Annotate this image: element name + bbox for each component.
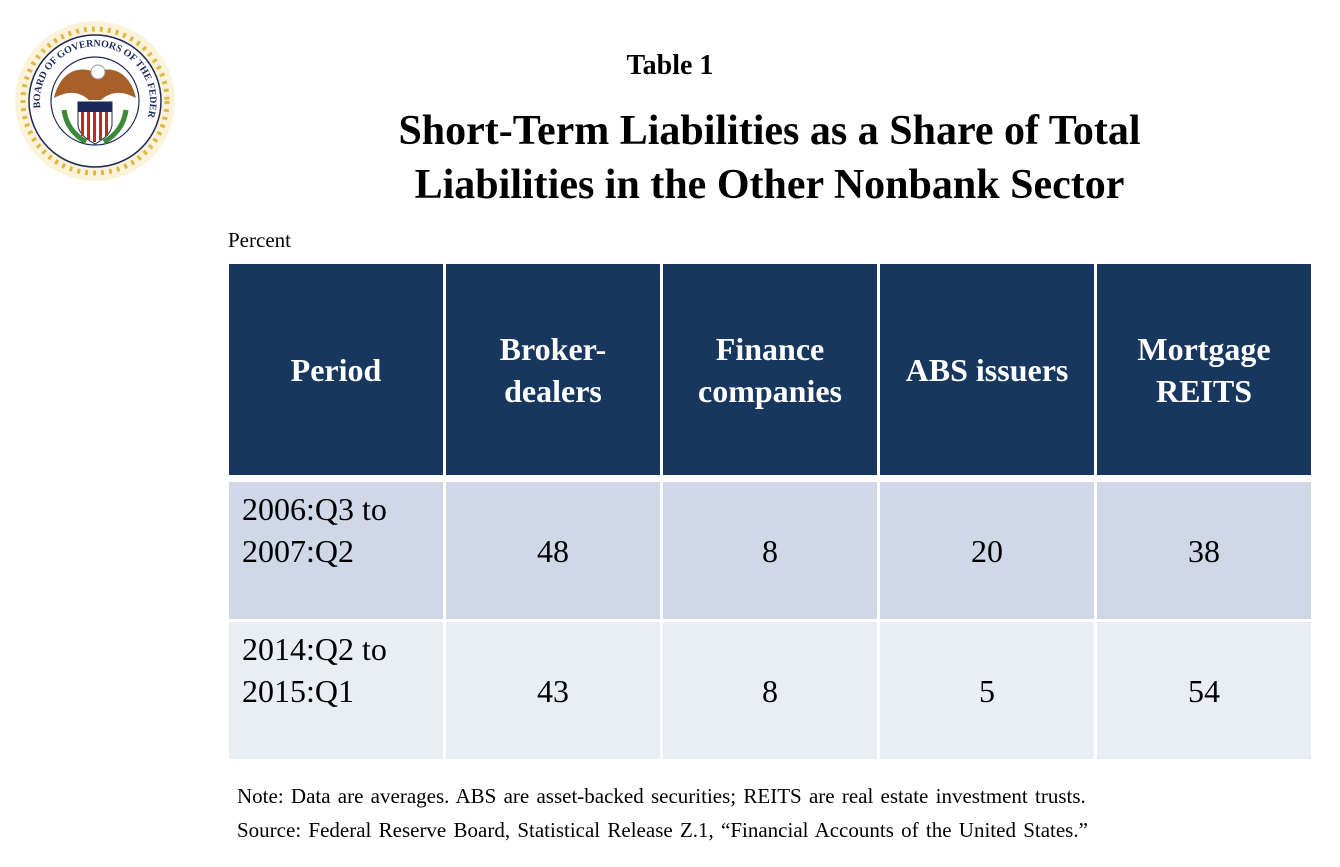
value-cell: 48: [446, 482, 660, 619]
column-header-mortgage-reits: Mortgage REITS: [1097, 264, 1311, 475]
value-cell: 43: [446, 622, 660, 759]
period-cell: 2014:Q2 to 2015:Q1: [229, 622, 443, 759]
header-text: REITS: [1155, 372, 1253, 409]
header-text: ABS issuers: [905, 351, 1069, 388]
value-cell: 54: [1097, 622, 1311, 759]
header-text: companies: [698, 372, 842, 409]
data-table: Period Broker-dealers Finance companies A…: [226, 261, 1314, 762]
column-header-broker-dealers: Broker-dealers: [446, 264, 660, 475]
header-text: Period: [290, 351, 382, 388]
table-number: Table 1: [626, 50, 714, 81]
column-header-abs-issuers: ABS issuers: [880, 264, 1094, 475]
value-cell: 5: [880, 622, 1094, 759]
value-cell: 8: [663, 482, 877, 619]
period-text: 2007:Q2: [242, 533, 354, 569]
column-header-period: Period: [229, 264, 443, 475]
header-text: Mortgage: [1137, 330, 1271, 367]
header-text: dealers: [504, 372, 602, 409]
table-row: 2006:Q3 to 2007:Q2 48 8 20 38: [229, 482, 1311, 619]
title-line-2: Liabilities in the Other Nonbank Sector: [414, 162, 1125, 208]
unit-label: Percent: [228, 228, 291, 252]
table-row: 2014:Q2 to 2015:Q1 43 8 5 54: [229, 622, 1311, 759]
note-text: Note: Data are averages. ABS are asset-b…: [237, 784, 1086, 808]
header-text: Finance: [715, 330, 825, 367]
source-text: Source: Federal Reserve Board, Statistic…: [237, 818, 1088, 842]
period-cell: 2006:Q3 to 2007:Q2: [229, 482, 443, 619]
title-line-1: Short-Term Liabilities as a Share of Tot…: [398, 108, 1141, 154]
value-cell: 8: [663, 622, 877, 759]
federal-reserve-seal-logo: BOARD OF GOVERNORS OF THE FEDERAL RESERV…: [14, 20, 175, 181]
header-text: Broker-: [499, 330, 607, 367]
page-title: Short-Term Liabilities as a Share of Tot…: [228, 104, 1311, 212]
period-text: 2014:Q2 to: [242, 631, 387, 667]
footnotes: Note: Data are averages. ABS are asset-b…: [237, 779, 1088, 847]
period-text: 2015:Q1: [242, 673, 354, 709]
value-cell: 38: [1097, 482, 1311, 619]
value-cell: 20: [880, 482, 1094, 619]
header-row: Period Broker-dealers Finance companies A…: [229, 264, 1311, 475]
period-text: 2006:Q3 to: [242, 491, 387, 527]
column-header-finance-companies: Finance companies: [663, 264, 877, 475]
